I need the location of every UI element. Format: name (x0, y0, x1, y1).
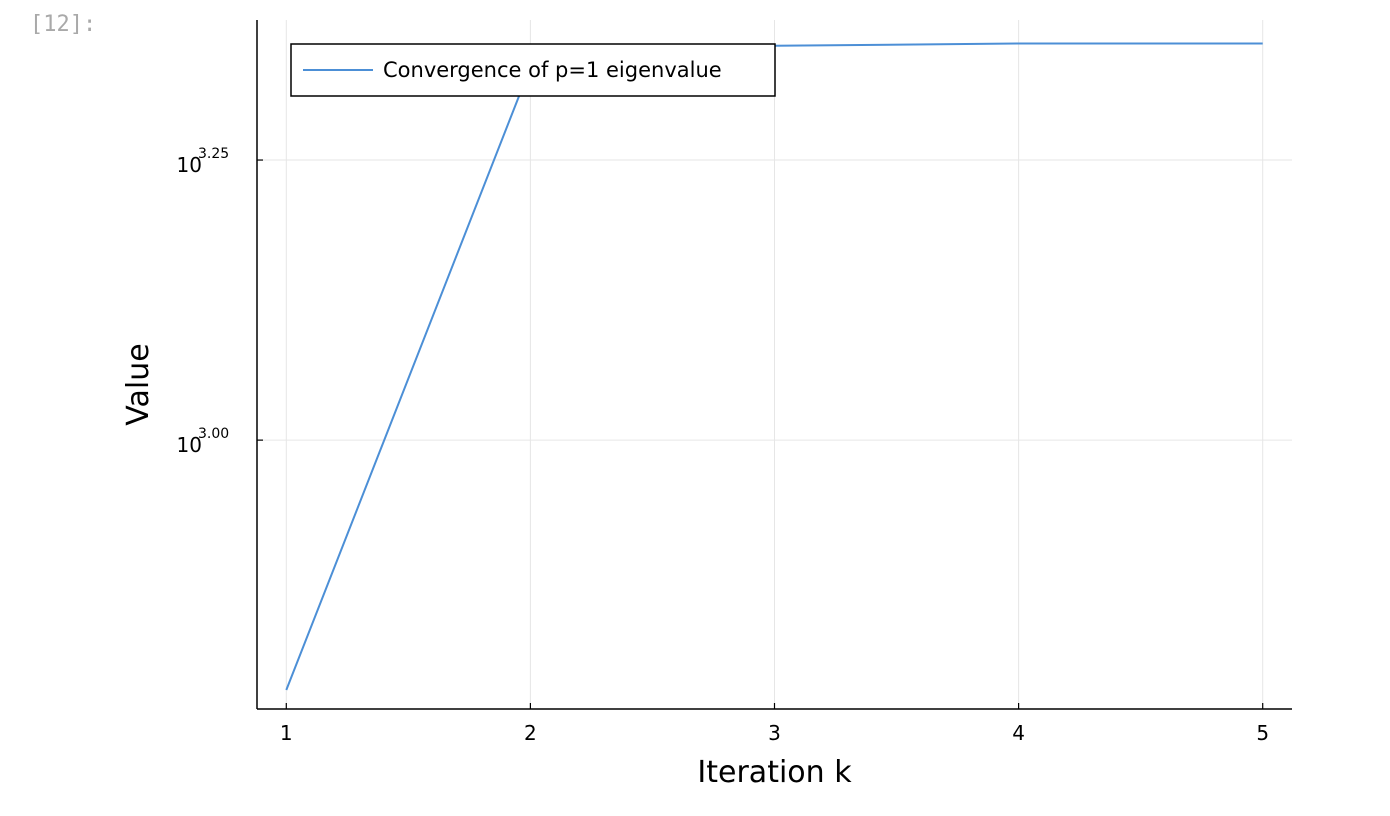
y-axis-title: Value (121, 343, 156, 425)
legend: Convergence of p=1 eigenvalue (290, 43, 776, 97)
grid (257, 20, 1292, 709)
axes (256, 20, 1292, 710)
x-axis-title: Iteration k (697, 755, 852, 790)
y-tick-label-exponent: 3.00 (198, 426, 229, 442)
x-tick-label: 5 (1256, 721, 1269, 745)
y-tick-label-exponent: 3.25 (198, 146, 229, 162)
y-tick-label-base: 10 (177, 153, 202, 177)
x-tick-label: 1 (280, 721, 293, 745)
x-tick-label: 4 (1012, 721, 1025, 745)
cell-prompt: [12]: (30, 12, 97, 37)
y-tick-label-base: 10 (177, 433, 202, 457)
x-tick-label: 2 (524, 721, 537, 745)
legend-label-0: Convergence of p=1 eigenvalue (383, 58, 722, 82)
x-tick-label: 3 (768, 721, 781, 745)
